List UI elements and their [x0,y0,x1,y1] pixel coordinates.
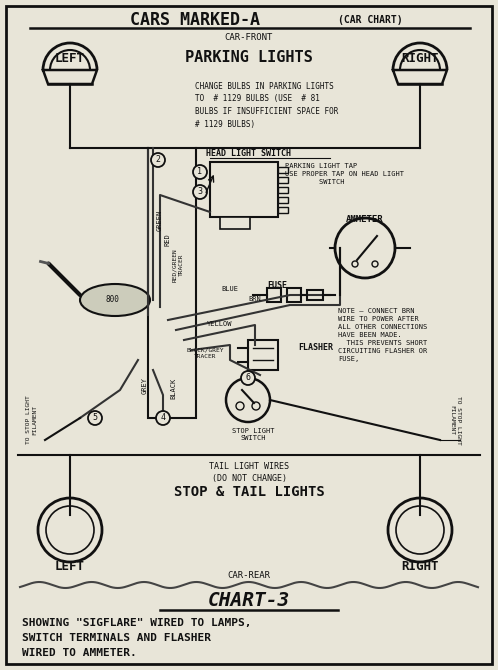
Text: CAR-FRONT: CAR-FRONT [225,34,273,42]
Text: TO STOP LIGHT
FILAMENT: TO STOP LIGHT FILAMENT [449,395,461,444]
Bar [287,288,301,302]
Bar [278,167,288,173]
Text: BLACK: BLACK [170,377,176,399]
Bar [278,197,288,203]
Bar [307,290,323,300]
Text: SHOWING "SIGFLARE" WIRED TO LAMPS,
SWITCH TERMINALS AND FLASHER
WIRED TO AMMETER: SHOWING "SIGFLARE" WIRED TO LAMPS, SWITC… [22,618,251,657]
Text: PARKING LIGHTS: PARKING LIGHTS [185,50,313,66]
Text: BLACK/GREY
TRACER: BLACK/GREY TRACER [186,348,224,359]
Text: LEFT: LEFT [55,52,85,64]
Text: CHART-3: CHART-3 [208,590,290,610]
Circle shape [241,371,255,385]
Text: AMMETER: AMMETER [346,216,384,224]
Text: NOTE — CONNECT BRN
WIRE TO POWER AFTER
ALL OTHER CONNECTIONS
HAVE BEEN MADE.
  T: NOTE — CONNECT BRN WIRE TO POWER AFTER A… [338,308,427,362]
Text: TAIL LIGHT WIRES
(DO NOT CHANGE): TAIL LIGHT WIRES (DO NOT CHANGE) [209,462,289,483]
Text: (CAR CHART): (CAR CHART) [338,15,402,25]
Text: FLASHER: FLASHER [298,344,333,352]
Text: YELLOW: YELLOW [207,321,233,327]
Text: STOP LIGHT
SWITCH: STOP LIGHT SWITCH [232,428,274,442]
Bar [220,217,250,229]
Text: PARKING LIGHT TAP
USE PROPER TAP ON HEAD LIGHT
        SWITCH: PARKING LIGHT TAP USE PROPER TAP ON HEAD… [285,163,404,185]
Circle shape [193,185,207,199]
Text: FUSE: FUSE [267,281,287,289]
Text: RIGHT: RIGHT [401,561,439,574]
Ellipse shape [80,284,150,316]
Text: 5: 5 [93,413,98,423]
Text: RED/GREEN
TRACER: RED/GREEN TRACER [173,248,183,282]
Circle shape [352,261,358,267]
Text: GREEN: GREEN [157,209,163,230]
Text: CARS MARKED-A: CARS MARKED-A [130,11,260,29]
Bar [267,288,281,302]
Circle shape [226,378,270,422]
Circle shape [151,153,165,167]
Text: BRN: BRN [249,296,261,302]
Text: TO STOP LIGHT
FILAMENT: TO STOP LIGHT FILAMENT [26,395,38,444]
Circle shape [38,498,102,562]
Circle shape [46,506,94,554]
Circle shape [252,402,260,410]
Text: 6: 6 [246,373,250,383]
Circle shape [236,402,244,410]
Circle shape [156,411,170,425]
Text: 3: 3 [198,188,203,196]
Bar [248,340,278,370]
Text: 4: 4 [160,413,165,423]
Text: STOP & TAIL LIGHTS: STOP & TAIL LIGHTS [174,485,324,499]
Text: 2: 2 [155,155,160,165]
Circle shape [396,506,444,554]
Bar [278,177,288,183]
Text: BLUE: BLUE [222,286,239,292]
Text: RIGHT: RIGHT [401,52,439,64]
Text: GREY: GREY [142,377,148,393]
Text: 1: 1 [198,168,203,176]
Text: 800: 800 [105,295,119,304]
Bar [210,162,278,217]
Text: LEFT: LEFT [55,561,85,574]
Circle shape [388,498,452,562]
Bar [278,207,288,213]
Circle shape [372,261,378,267]
Bar [278,187,288,193]
Text: CAR-REAR: CAR-REAR [228,572,270,580]
Text: HEAD LIGHT SWITCH: HEAD LIGHT SWITCH [206,149,290,159]
Circle shape [88,411,102,425]
Bar [148,148,196,418]
Text: RED: RED [165,234,171,247]
Text: CHANGE BULBS IN PARKING LIGHTS
TO  # 1129 BULBS (USE  # 81
BULBS IF INSUFFICIENT: CHANGE BULBS IN PARKING LIGHTS TO # 1129… [195,82,338,129]
Circle shape [335,218,395,278]
Circle shape [193,165,207,179]
